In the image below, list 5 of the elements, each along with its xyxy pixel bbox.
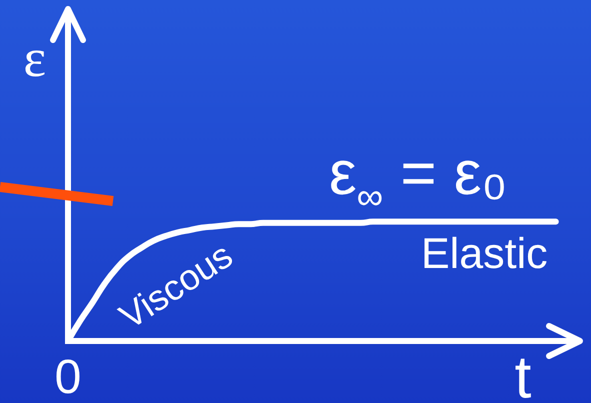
y-axis-title: ε — [23, 28, 46, 88]
text: 0 — [54, 350, 82, 403]
text: ε$_{∞}$ = ε₀ — [329, 138, 508, 216]
annotation: Elastic — [421, 230, 548, 278]
x-axis-title: t — [514, 344, 532, 403]
